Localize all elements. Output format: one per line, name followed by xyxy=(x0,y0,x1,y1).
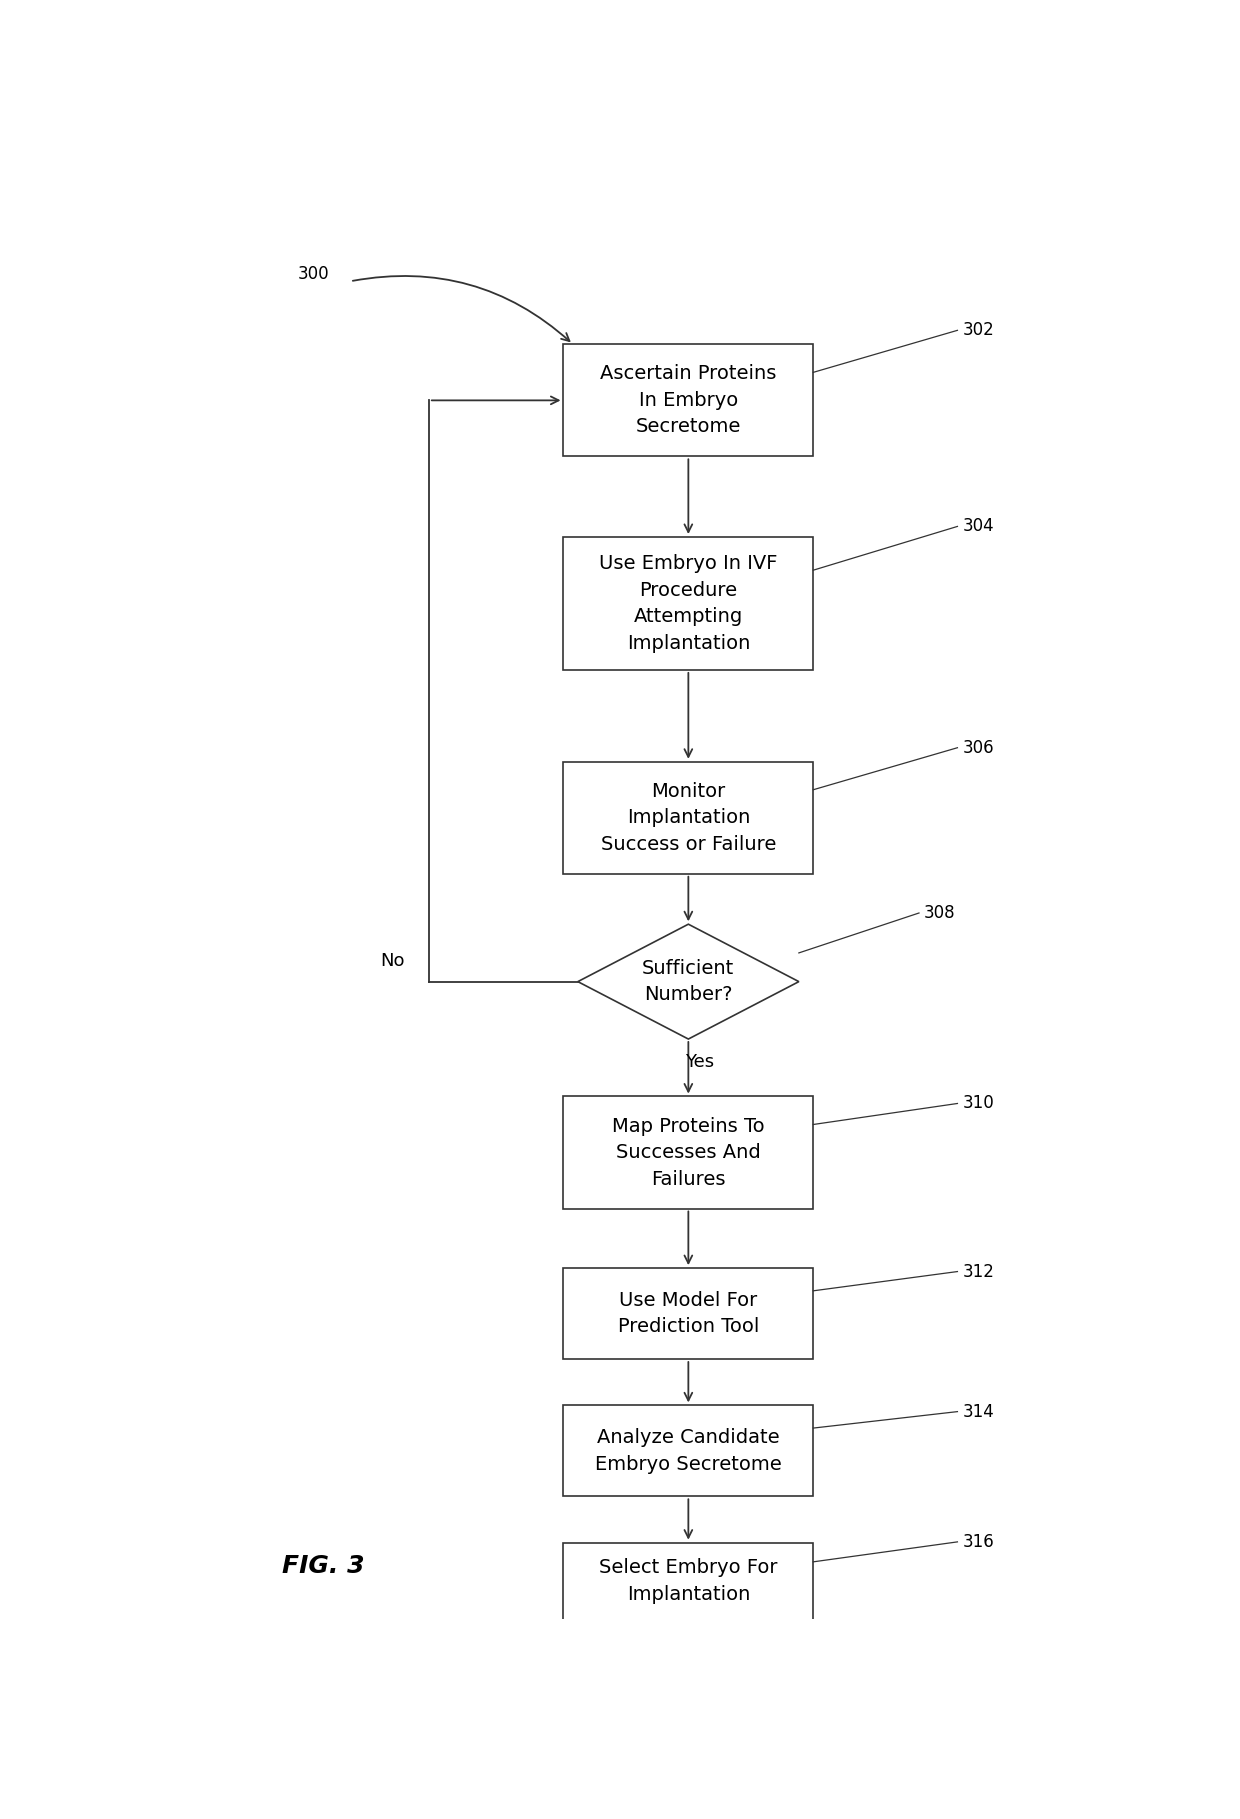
FancyBboxPatch shape xyxy=(563,537,813,669)
Text: 310: 310 xyxy=(962,1095,994,1113)
Text: No: No xyxy=(381,953,404,970)
Text: 302: 302 xyxy=(962,322,994,340)
Text: Ascertain Proteins
In Embryo
Secretome: Ascertain Proteins In Embryo Secretome xyxy=(600,364,776,437)
FancyBboxPatch shape xyxy=(563,344,813,457)
Text: 300: 300 xyxy=(298,266,329,284)
Polygon shape xyxy=(578,924,799,1039)
Text: 308: 308 xyxy=(924,904,956,922)
Text: Use Model For
Prediction Tool: Use Model For Prediction Tool xyxy=(618,1291,759,1337)
Text: FIG. 3: FIG. 3 xyxy=(281,1553,365,1577)
Text: Use Embryo In IVF
Procedure
Attempting
Implantation: Use Embryo In IVF Procedure Attempting I… xyxy=(599,555,777,653)
Text: Monitor
Implantation
Success or Failure: Monitor Implantation Success or Failure xyxy=(600,782,776,853)
Text: Analyze Candidate
Embryo Secretome: Analyze Candidate Embryo Secretome xyxy=(595,1428,781,1473)
FancyBboxPatch shape xyxy=(563,1097,813,1208)
Text: 314: 314 xyxy=(962,1402,994,1421)
Text: 316: 316 xyxy=(962,1533,994,1552)
FancyBboxPatch shape xyxy=(563,1543,813,1619)
FancyBboxPatch shape xyxy=(563,762,813,873)
Text: 306: 306 xyxy=(962,739,994,757)
Text: Select Embryo For
Implantation: Select Embryo For Implantation xyxy=(599,1559,777,1604)
Text: 304: 304 xyxy=(962,517,994,535)
Text: Yes: Yes xyxy=(686,1053,714,1071)
Text: Sufficient
Number?: Sufficient Number? xyxy=(642,959,734,1004)
FancyBboxPatch shape xyxy=(563,1406,813,1497)
Text: 312: 312 xyxy=(962,1262,994,1281)
Text: Map Proteins To
Successes And
Failures: Map Proteins To Successes And Failures xyxy=(613,1117,765,1188)
FancyBboxPatch shape xyxy=(563,1268,813,1359)
